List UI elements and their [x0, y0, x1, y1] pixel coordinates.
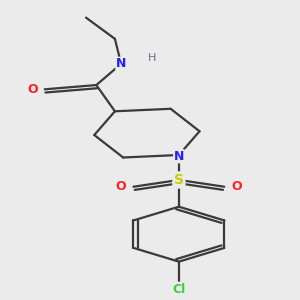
Text: N: N [174, 150, 184, 163]
Text: O: O [28, 83, 38, 96]
Text: N: N [116, 57, 126, 70]
Text: O: O [231, 180, 242, 193]
Text: Cl: Cl [172, 283, 185, 296]
Text: H: H [148, 52, 156, 63]
Text: O: O [116, 180, 126, 193]
Text: S: S [174, 173, 184, 187]
